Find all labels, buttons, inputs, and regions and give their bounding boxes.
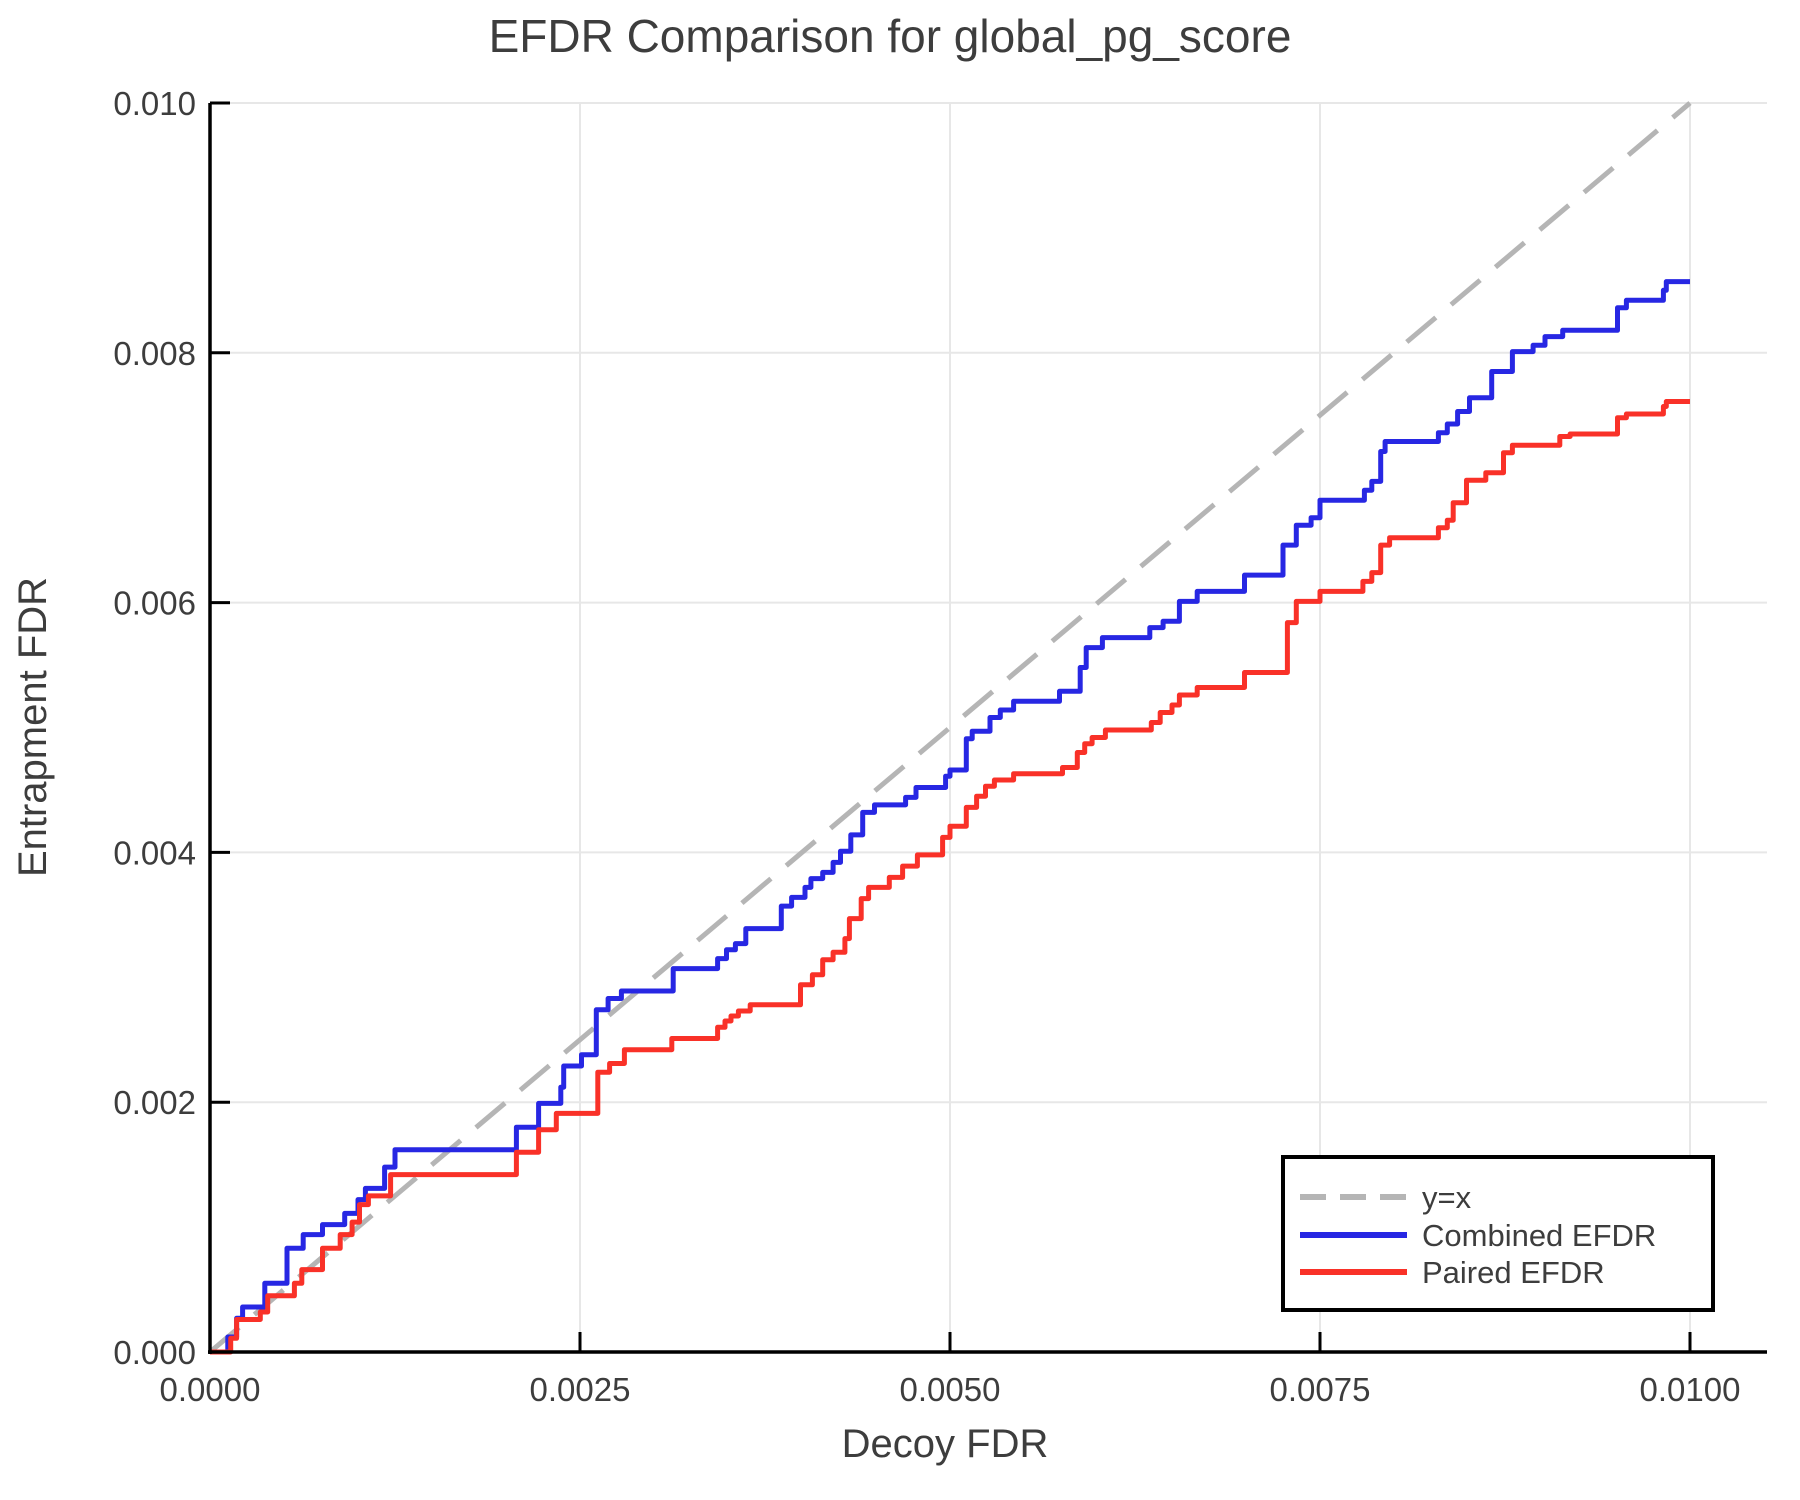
- y-tick-label: 0.010: [113, 85, 196, 122]
- legend-label-combined-efdr: Combined EFDR: [1422, 1218, 1656, 1253]
- legend-label-paired-efdr: Paired EFDR: [1422, 1255, 1605, 1290]
- x-axis-label: Decoy FDR: [842, 1422, 1049, 1466]
- tick-label-layer: 0.0000 0.0025 0.0050 0.0075 0.0100 0.000 0.002…: [113, 85, 1740, 1408]
- y-tick-label: 0.004: [113, 834, 196, 871]
- x-tick-label: 0.0100: [1640, 1371, 1741, 1408]
- x-tick-label: 0.0050: [900, 1371, 1001, 1408]
- axis-layer: [208, 101, 1767, 1354]
- chart-title: EFDR Comparison for global_pg_score: [489, 10, 1292, 62]
- series-layer: [208, 101, 1692, 1355]
- y-tick-label: 0.008: [113, 335, 196, 372]
- x-tick-label: 0.0075: [1270, 1371, 1371, 1408]
- y-tick-label: 0.002: [113, 1084, 196, 1121]
- series-combined-efdr: [210, 279, 1690, 1355]
- legend: y=x Combined EFDR Paired EFDR: [1281, 1155, 1715, 1312]
- series-y-x: [208, 101, 1692, 1354]
- y-tick-label: 0.000: [113, 1334, 196, 1371]
- x-tick-label: 0.0025: [530, 1371, 631, 1408]
- series-paired-efdr: [210, 399, 1690, 1355]
- legend-label-yx: y=x: [1422, 1180, 1472, 1215]
- y-axis-label: Entrapment FDR: [11, 577, 55, 877]
- x-tick-label: 0.0000: [160, 1371, 261, 1408]
- y-tick-label: 0.006: [113, 585, 196, 622]
